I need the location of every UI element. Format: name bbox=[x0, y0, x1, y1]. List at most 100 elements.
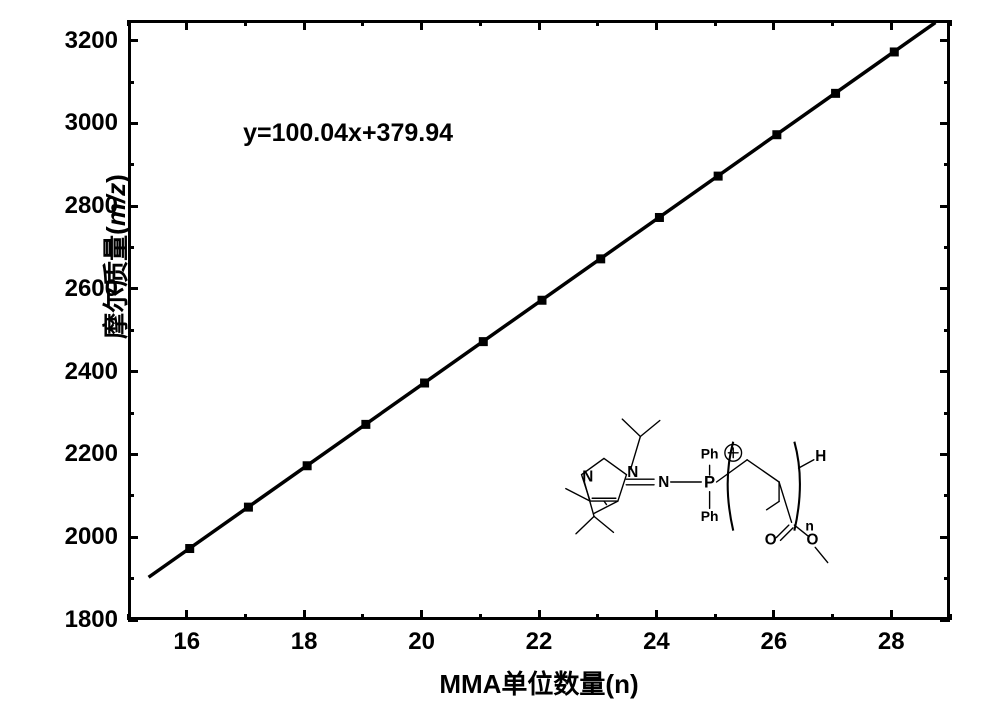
data-point bbox=[890, 47, 899, 56]
tick-label: 28 bbox=[878, 628, 905, 656]
tick-mark bbox=[185, 20, 188, 30]
tick-mark bbox=[128, 494, 134, 497]
tick-mark bbox=[479, 614, 482, 620]
chart-root: 摩尔质量(m/z) MMA单位数量(n) y=100.04x+379.94 NN… bbox=[0, 0, 1000, 723]
data-point bbox=[303, 461, 312, 470]
tick-mark bbox=[944, 577, 950, 580]
tick-label: 16 bbox=[173, 628, 200, 656]
tick-mark bbox=[944, 163, 950, 166]
tick-mark bbox=[890, 610, 893, 620]
tick-mark bbox=[940, 619, 950, 622]
tick-mark bbox=[831, 20, 834, 26]
tick-mark bbox=[128, 81, 134, 84]
tick-mark bbox=[128, 163, 134, 166]
tick-mark bbox=[949, 20, 952, 26]
data-point bbox=[185, 544, 194, 553]
y-axis-label-suffix: ) bbox=[100, 174, 130, 183]
tick-mark bbox=[944, 329, 950, 332]
tick-mark bbox=[128, 619, 138, 622]
tick-mark bbox=[944, 494, 950, 497]
tick-label: 2200 bbox=[65, 440, 118, 468]
tick-mark bbox=[128, 122, 138, 125]
tick-mark bbox=[714, 614, 717, 620]
data-point bbox=[655, 213, 664, 222]
tick-label: 2000 bbox=[65, 523, 118, 551]
svg-text:Ph: Ph bbox=[700, 508, 718, 524]
tick-label: 24 bbox=[643, 628, 670, 656]
tick-label: 2800 bbox=[65, 192, 118, 220]
tick-mark bbox=[244, 614, 247, 620]
data-point bbox=[772, 130, 781, 139]
data-point bbox=[831, 89, 840, 98]
tick-mark bbox=[655, 20, 658, 30]
tick-label: 3000 bbox=[65, 109, 118, 137]
tick-mark bbox=[128, 287, 138, 290]
tick-mark bbox=[940, 122, 950, 125]
svg-text:O: O bbox=[764, 532, 776, 549]
tick-mark bbox=[244, 20, 247, 26]
tick-mark bbox=[185, 610, 188, 620]
data-point bbox=[596, 254, 605, 263]
x-axis-label: MMA单位数量(n) bbox=[439, 664, 638, 701]
tick-mark bbox=[944, 412, 950, 415]
tick-mark bbox=[420, 20, 423, 30]
tick-mark bbox=[714, 20, 717, 26]
tick-mark bbox=[538, 20, 541, 30]
tick-mark bbox=[940, 205, 950, 208]
data-point bbox=[479, 337, 488, 346]
svg-text:N: N bbox=[627, 464, 638, 481]
svg-text:N: N bbox=[582, 469, 593, 486]
tick-mark bbox=[940, 287, 950, 290]
tick-mark bbox=[128, 205, 138, 208]
tick-mark bbox=[128, 246, 134, 249]
tick-mark bbox=[890, 20, 893, 30]
tick-mark bbox=[940, 453, 950, 456]
tick-mark bbox=[128, 39, 138, 42]
tick-mark bbox=[420, 610, 423, 620]
tick-mark bbox=[128, 370, 138, 373]
tick-mark bbox=[479, 20, 482, 26]
tick-mark bbox=[940, 39, 950, 42]
tick-label: 3200 bbox=[65, 27, 118, 55]
svg-text:H: H bbox=[815, 448, 826, 465]
molecule-structure: NNNPPhPhnHOO bbox=[449, 350, 926, 614]
tick-mark bbox=[596, 20, 599, 26]
tick-mark bbox=[128, 412, 134, 415]
tick-mark bbox=[831, 614, 834, 620]
tick-mark bbox=[128, 577, 134, 580]
tick-mark bbox=[940, 370, 950, 373]
tick-label: 22 bbox=[526, 628, 553, 656]
tick-mark bbox=[128, 453, 138, 456]
svg-text:O: O bbox=[806, 532, 818, 549]
svg-text:N: N bbox=[658, 474, 669, 491]
tick-mark bbox=[944, 81, 950, 84]
data-point bbox=[420, 379, 429, 388]
molecule-svg: NNNPPhPhnHOO bbox=[449, 350, 926, 614]
tick-label: 26 bbox=[761, 628, 788, 656]
tick-label: 2600 bbox=[65, 275, 118, 303]
svg-text:Ph: Ph bbox=[700, 445, 718, 461]
tick-mark bbox=[596, 614, 599, 620]
tick-mark bbox=[361, 20, 364, 26]
tick-mark bbox=[772, 610, 775, 620]
data-point bbox=[714, 172, 723, 181]
data-point bbox=[538, 296, 547, 305]
tick-label: 18 bbox=[291, 628, 318, 656]
tick-mark bbox=[128, 536, 138, 539]
tick-mark bbox=[128, 329, 134, 332]
tick-mark bbox=[361, 614, 364, 620]
fit-equation-annotation: y=100.04x+379.94 bbox=[243, 119, 453, 148]
tick-label: 2400 bbox=[65, 358, 118, 386]
tick-mark bbox=[655, 610, 658, 620]
tick-mark bbox=[772, 20, 775, 30]
tick-mark bbox=[940, 536, 950, 539]
tick-mark bbox=[303, 20, 306, 30]
data-point bbox=[244, 503, 253, 512]
tick-label: 20 bbox=[408, 628, 435, 656]
tick-mark bbox=[127, 20, 130, 26]
data-point bbox=[361, 420, 370, 429]
tick-label: 1800 bbox=[65, 606, 118, 634]
tick-mark bbox=[944, 246, 950, 249]
tick-mark bbox=[538, 610, 541, 620]
tick-mark bbox=[303, 610, 306, 620]
